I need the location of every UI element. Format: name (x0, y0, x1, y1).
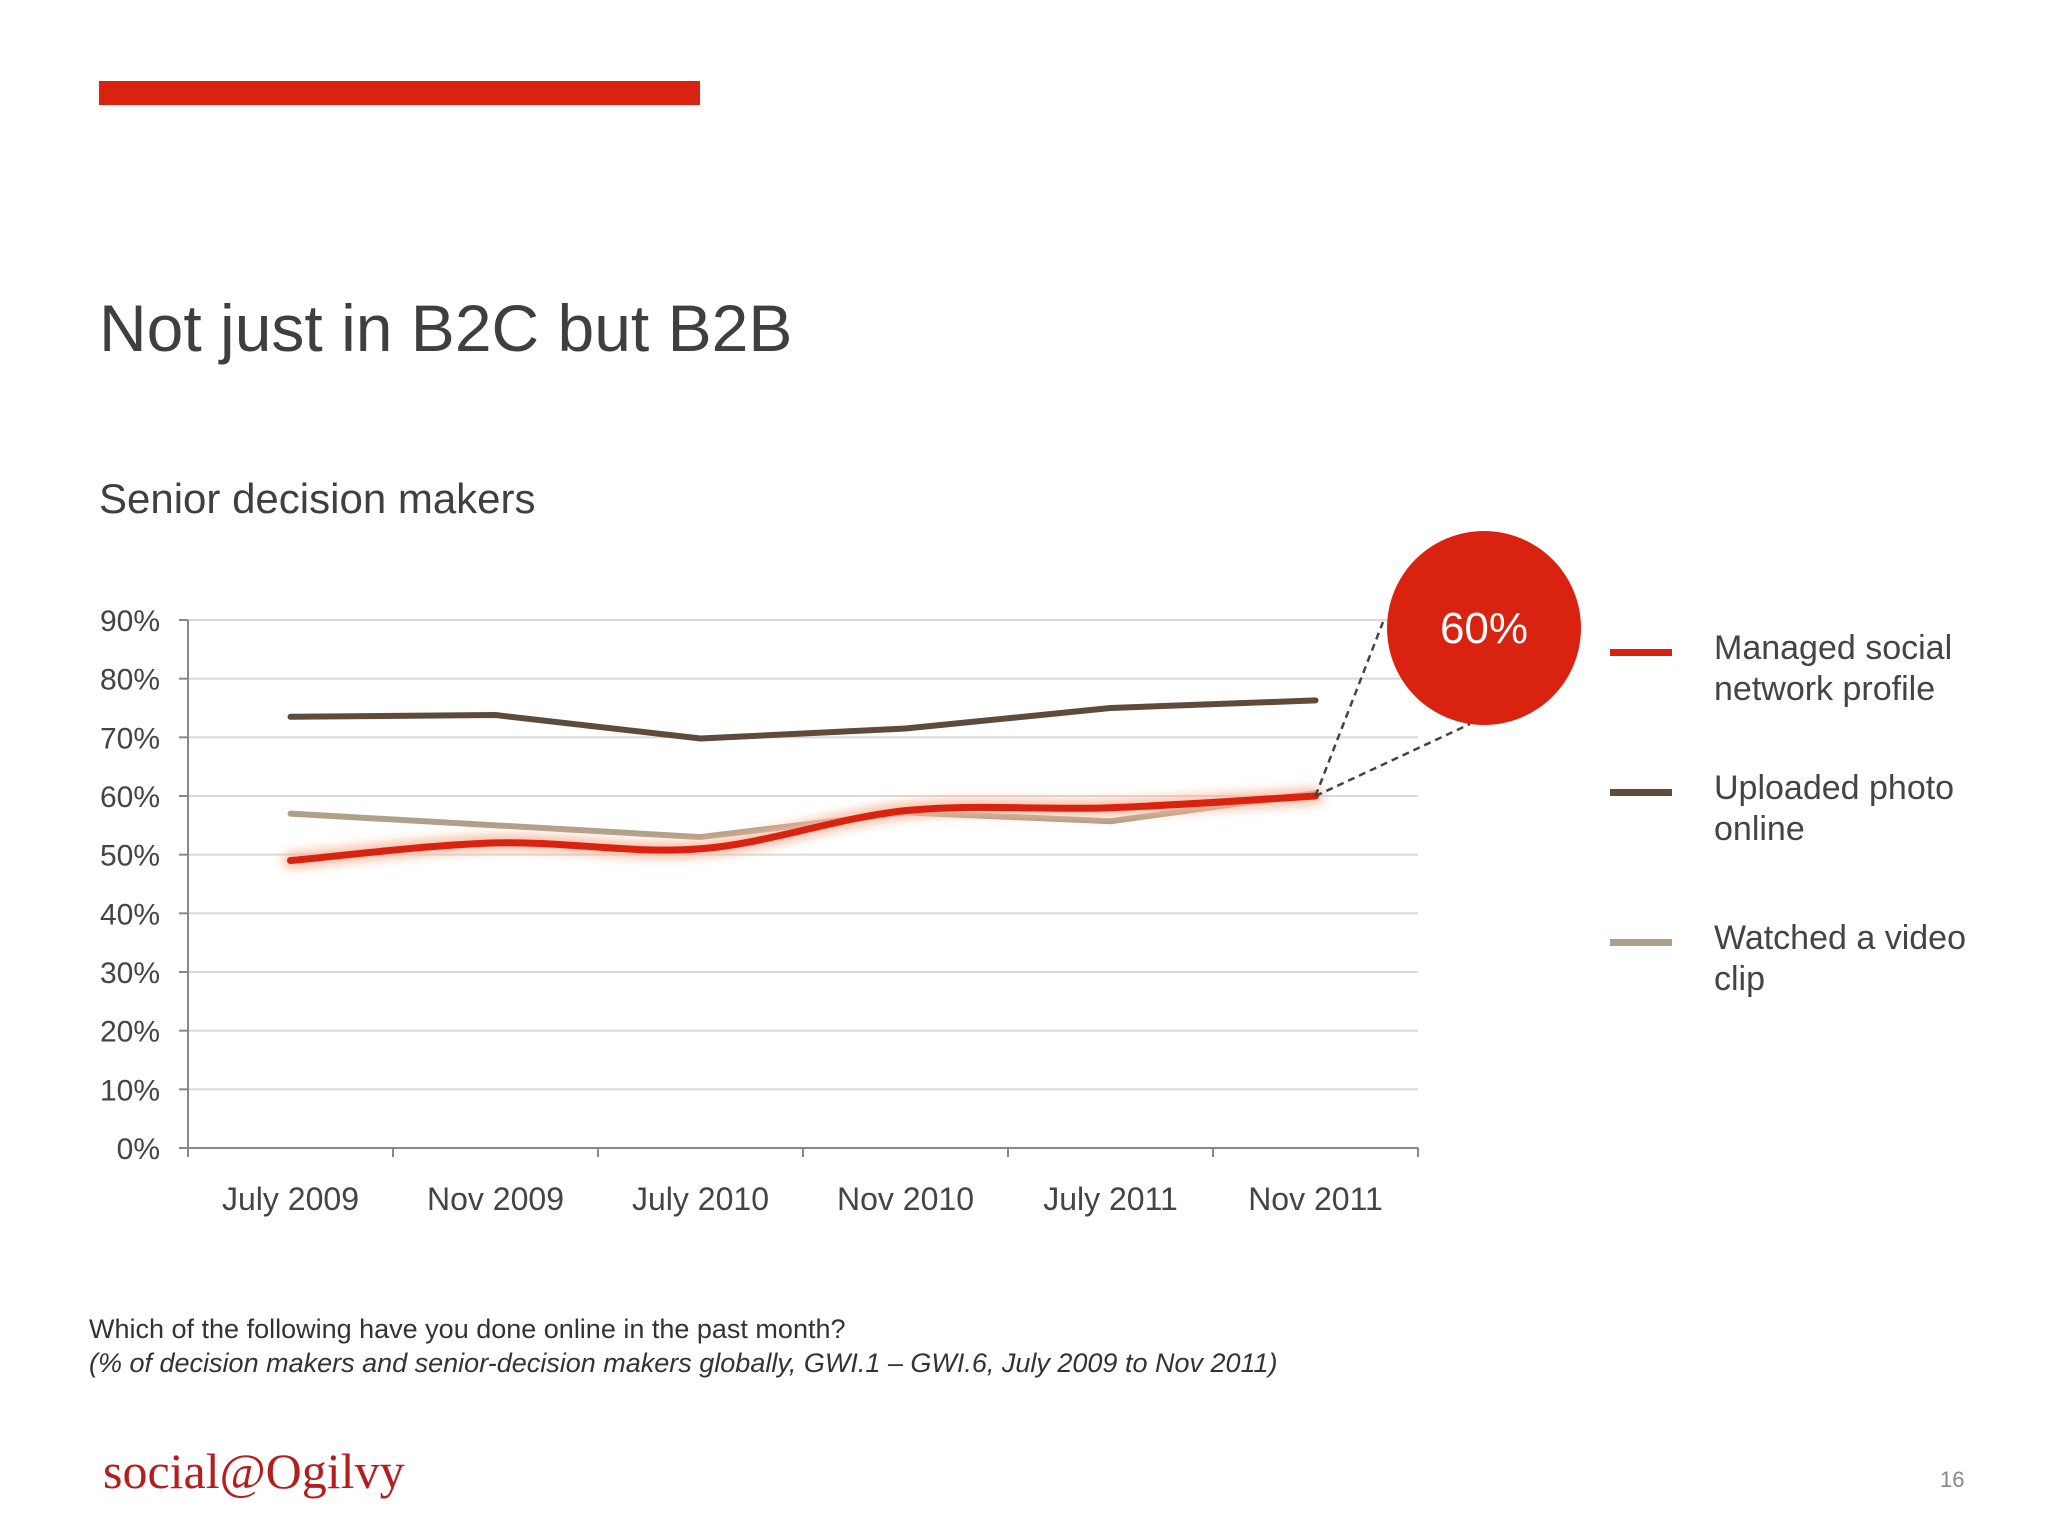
y-tick-label: 60% (100, 781, 160, 814)
callout-bubble (1387, 531, 1581, 725)
legend-label: Managed social network profile (1714, 629, 1953, 708)
footnote: Which of the following have you done onl… (89, 1312, 1278, 1380)
y-tick-label: 70% (100, 722, 160, 755)
series-line-uploaded-photo-online (287, 697, 1319, 742)
legend-swatch (1610, 939, 1672, 946)
page-number: 16 (1940, 1467, 1965, 1492)
y-tick-label: 10% (100, 1074, 160, 1107)
legend-label: Watched a video clip (1714, 919, 1966, 998)
x-tick-label: July 2010 (632, 1181, 769, 1217)
callout-connector (1314, 722, 1471, 798)
y-tick-label: 80% (100, 664, 160, 697)
legend-swatch (1610, 649, 1672, 656)
x-tick-label: Nov 2011 (1248, 1181, 1383, 1217)
y-tick-label: 20% (100, 1016, 160, 1049)
legend-swatch (1610, 789, 1672, 796)
data-source-note: (% of decision makers and senior-decisio… (89, 1348, 1278, 1378)
series-line-managed-social-network-profile (287, 792, 1319, 865)
x-tick-label: July 2011 (1043, 1181, 1178, 1217)
y-tick-label: 0% (117, 1133, 160, 1166)
brand-logo: social@Ogilvy (103, 1443, 405, 1499)
y-tick-label: 90% (100, 605, 160, 638)
x-tick-label: Nov 2009 (427, 1181, 564, 1217)
x-tick-label: July 2009 (222, 1181, 359, 1217)
x-tick-label: Nov 2010 (837, 1181, 974, 1217)
callout-value: 60% (1440, 604, 1528, 653)
slide-title: Not just in B2C but B2B (99, 291, 793, 365)
slide-subtitle: Senior decision makers (99, 475, 536, 522)
y-tick-label: 40% (100, 898, 160, 931)
accent-bar (99, 81, 700, 105)
legend-label: Uploaded photo online (1714, 769, 1955, 848)
survey-question: Which of the following have you done onl… (89, 1314, 846, 1344)
y-tick-label: 50% (100, 840, 160, 873)
y-tick-label: 30% (100, 957, 160, 990)
